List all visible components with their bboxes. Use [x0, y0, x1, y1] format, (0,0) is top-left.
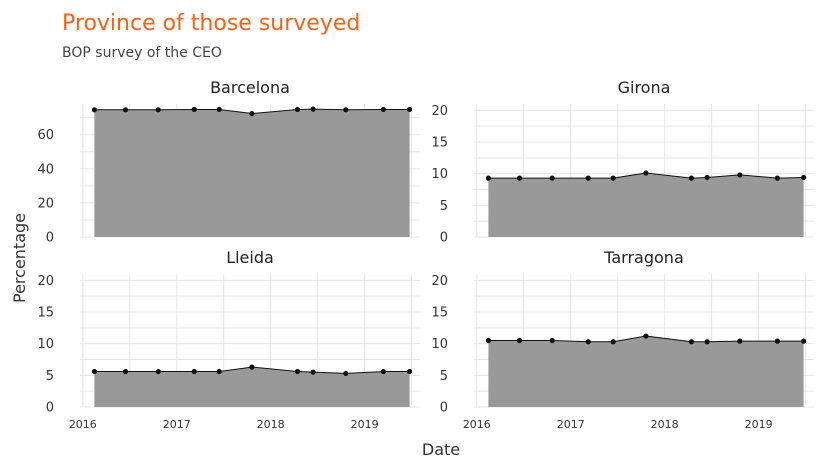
x-tick-label: 2018 [257, 418, 285, 431]
data-point [549, 337, 555, 344]
y-tick-label: 20 [431, 104, 448, 119]
data-point [216, 368, 222, 375]
data-point [216, 106, 222, 113]
data-point [643, 170, 649, 176]
data-point [485, 175, 491, 181]
area-fill [94, 367, 410, 407]
x-tick-label: 2019 [351, 418, 379, 431]
data-point [407, 106, 413, 113]
x-tick-label: 2016 [463, 418, 491, 431]
data-point [585, 339, 591, 345]
y-tick-label: 60 [37, 128, 54, 143]
chart-title: Province of those surveyed [62, 11, 360, 36]
y-tick-label: 5 [46, 369, 54, 384]
data-point [380, 106, 386, 113]
area-fill [488, 336, 804, 407]
y-tick-label: 0 [440, 401, 448, 416]
data-point [155, 107, 161, 113]
y-axis-title: Percentage [10, 213, 29, 303]
data-point [549, 175, 555, 181]
data-point [688, 339, 695, 345]
data-point [191, 106, 197, 113]
facet-label: Lleida [226, 248, 274, 267]
y-tick-label: 0 [46, 401, 54, 416]
data-point [610, 175, 616, 181]
data-point [737, 172, 743, 178]
y-tick-label: 10 [431, 167, 448, 182]
facet-label: Barcelona [210, 78, 290, 97]
data-point [294, 368, 301, 375]
data-point [585, 175, 591, 181]
data-point [774, 338, 780, 344]
data-point [610, 339, 616, 345]
data-point [688, 175, 695, 181]
x-tick-label: 2017 [163, 418, 191, 431]
y-tick-label: 15 [37, 306, 54, 321]
data-point [310, 106, 316, 112]
x-tick-label: 2017 [557, 418, 585, 431]
y-tick-label: 15 [431, 306, 448, 321]
y-tick-label: 10 [431, 337, 448, 352]
x-tick-label: 2018 [651, 418, 679, 431]
y-tick-label: 5 [440, 199, 448, 214]
panel-girona: Girona 0 5 10 15 20 [431, 78, 814, 246]
x-axis-title: Date [422, 440, 460, 459]
data-point [774, 175, 780, 181]
data-point [801, 174, 807, 181]
data-point [343, 370, 349, 377]
data-point [704, 339, 710, 345]
facet-panels: Barcelona 0 20 40 60 Girona 0 5 10 15 20 Lleida 0 5 10… [37, 78, 814, 431]
panel-barcelona: Barcelona 0 20 40 60 [37, 78, 420, 246]
data-point [91, 107, 97, 113]
data-point [91, 368, 97, 375]
data-point [516, 337, 523, 344]
facet-label: Girona [618, 78, 671, 97]
y-tick-label: 20 [37, 274, 54, 289]
y-tick-label: 10 [37, 337, 54, 352]
data-point [343, 107, 349, 113]
data-point [155, 368, 161, 375]
area-fill [488, 173, 804, 237]
data-point [310, 369, 316, 375]
chart-subtitle: BOP survey of the CEO [62, 45, 222, 61]
data-point [122, 368, 129, 375]
y-tick-label: 20 [431, 274, 448, 289]
data-point [249, 364, 255, 370]
y-tick-label: 5 [440, 369, 448, 384]
area-fill [94, 109, 410, 237]
x-tick-label: 2016 [69, 418, 97, 431]
data-point [380, 368, 386, 375]
panel-lleida: Lleida 0 5 10 15 20 2016 2017 2018 2019 [37, 248, 420, 431]
data-point [643, 333, 649, 339]
data-point [249, 110, 255, 117]
data-point [704, 174, 710, 181]
y-tick-label: 0 [440, 231, 448, 246]
facet-label: Tarragona [603, 248, 684, 267]
data-point [122, 107, 129, 113]
data-point [294, 106, 301, 113]
panel-tarragona: Tarragona 0 5 10 15 20 2016 2017 2018 2019 [431, 248, 814, 431]
data-point [191, 368, 197, 375]
data-point [737, 338, 743, 344]
y-tick-label: 20 [37, 196, 54, 211]
data-point [407, 368, 413, 375]
data-point [801, 338, 807, 344]
y-tick-label: 0 [46, 231, 54, 246]
y-tick-label: 15 [431, 136, 448, 151]
y-tick-label: 40 [37, 162, 54, 177]
data-point [485, 337, 491, 344]
data-point [516, 175, 523, 181]
x-tick-label: 2019 [745, 418, 773, 431]
